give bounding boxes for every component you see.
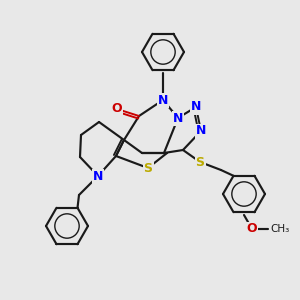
Text: N: N xyxy=(191,100,201,113)
Text: CH₃: CH₃ xyxy=(270,224,289,234)
Text: O: O xyxy=(112,103,122,116)
Text: N: N xyxy=(93,169,103,182)
Text: N: N xyxy=(173,112,183,124)
Text: N: N xyxy=(196,124,206,137)
Text: S: S xyxy=(196,155,205,169)
Text: S: S xyxy=(143,161,152,175)
Text: O: O xyxy=(247,223,257,236)
Text: N: N xyxy=(158,94,168,106)
